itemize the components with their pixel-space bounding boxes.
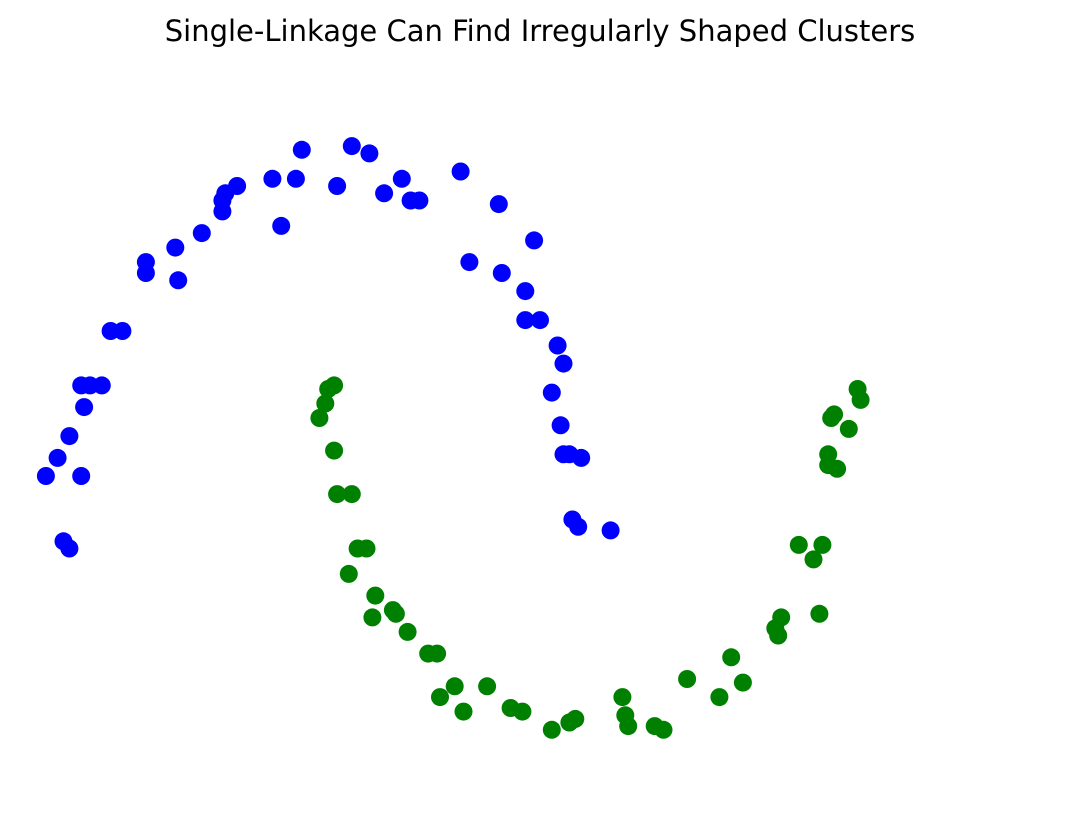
scatter-point-series0-15 [169, 271, 188, 290]
scatter-point-series0-40 [548, 336, 567, 355]
scatter-point-series0-33 [460, 253, 479, 272]
scatter-point-series0-36 [516, 282, 535, 301]
scatter-point-series0-2 [60, 427, 79, 446]
scatter-point-series1-22 [513, 702, 532, 721]
scatter-point-series1-30 [654, 720, 673, 739]
scatter-point-series1-33 [722, 648, 741, 667]
scatter-point-series1-38 [789, 535, 808, 554]
scatter-point-series0-43 [551, 416, 570, 435]
scatter-point-series0-25 [328, 177, 347, 195]
scatter-point-series0-41 [554, 354, 573, 373]
scatter-point-series1-1 [319, 380, 338, 398]
scatter-point-series0-5 [60, 539, 79, 558]
scatter-point-series1-26 [613, 688, 632, 707]
scatter-point-series0-39 [525, 231, 544, 250]
scatter-point-series0-38 [531, 311, 549, 330]
scatter-point-series1-25 [566, 709, 585, 728]
scatter-point-series0-28 [375, 184, 394, 203]
scatter-point-series1-37 [769, 626, 788, 645]
scatter-point-series1-31 [678, 670, 697, 688]
scatter-point-series1-40 [810, 604, 829, 623]
scatter-point-series0-11 [113, 322, 132, 340]
scatter-point-series0-3 [72, 467, 91, 485]
scatter-point-series0-34 [489, 195, 508, 214]
scatter-point-series0-42 [542, 383, 561, 402]
scatter-point-series0-20 [228, 177, 247, 195]
scatter-point-series1-6 [342, 485, 361, 504]
scatter-point-series0-35 [492, 264, 511, 282]
scatter-point-series1-34 [733, 673, 752, 692]
scatter-point-series1-9 [339, 564, 358, 583]
scatter-point-series1-46 [839, 419, 858, 438]
scatter-point-series1-20 [478, 677, 497, 696]
scatter-point-series1-17 [431, 688, 449, 707]
scatter-point-series0-46 [572, 448, 591, 467]
scatter-point-series1-16 [428, 644, 447, 663]
scatter-point-series0-22 [272, 216, 291, 235]
chart-title: Single-Linkage Can Find Irregularly Shap… [164, 14, 916, 48]
scatter-point-series0-13 [136, 253, 155, 272]
scatter-point-series1-8 [357, 539, 376, 558]
scatter-point-series1-23 [542, 720, 561, 739]
scatter-point-series0-16 [192, 224, 211, 243]
scatter-point-series0-49 [601, 521, 620, 540]
scatter-point-series0-32 [451, 162, 470, 181]
scatter-point-series1-36 [772, 608, 791, 627]
scatter-point-series0-24 [292, 140, 311, 159]
scatter-point-series1-41 [813, 535, 832, 554]
scatter-point-series1-10 [366, 586, 385, 605]
scatter-point-series1-48 [851, 390, 870, 409]
scatter-point-series1-11 [363, 608, 382, 627]
scatter-point-series0-1 [48, 448, 67, 467]
scatter-point-series0-26 [342, 137, 361, 156]
scatter-point-series0-31 [410, 191, 429, 210]
scatter-point-series1-39 [804, 550, 823, 569]
scatter-point-series0-27 [360, 144, 379, 163]
scatter-point-series1-13 [386, 604, 405, 623]
scatter-point-series0-14 [166, 238, 185, 257]
scatter-point-series1-32 [710, 688, 729, 707]
scatter-point-series1-49 [825, 405, 844, 424]
scatter-point-series1-19 [454, 702, 473, 721]
scatter-point-series0-37 [516, 311, 535, 330]
scatter-point-series1-28 [619, 717, 638, 736]
scatter-point-series1-43 [819, 445, 838, 464]
scatter-point-series1-4 [325, 441, 344, 460]
scatter-point-series1-2 [316, 394, 335, 413]
scatter-point-series0-23 [286, 169, 305, 188]
scatter-point-series0-9 [92, 376, 111, 395]
scatter-point-series0-48 [563, 510, 582, 529]
scatter-point-series1-44 [828, 459, 847, 478]
scatter-point-series0-6 [75, 398, 94, 417]
scatter-point-series1-5 [328, 485, 347, 504]
scatter-point-series0-29 [392, 169, 411, 188]
scatter-point-series1-3 [310, 409, 329, 427]
scatter-point-series1-18 [445, 677, 464, 696]
scatter-point-series0-0 [36, 467, 55, 485]
points-layer [36, 137, 870, 739]
scatter-point-series1-14 [398, 622, 417, 641]
scatter-point-series0-21 [263, 169, 282, 188]
